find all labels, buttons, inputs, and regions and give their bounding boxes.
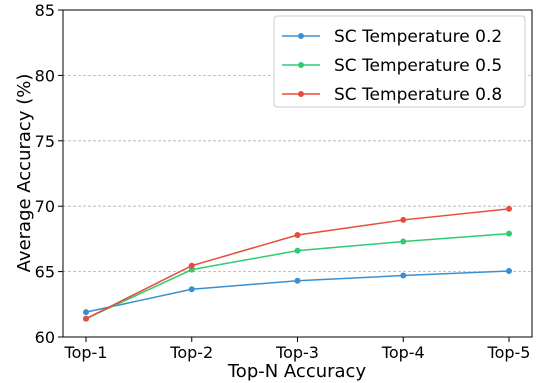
x-tick-label: Top-1 [64,343,108,362]
data-point [400,238,407,245]
legend-swatch-marker [298,33,304,39]
data-point [188,262,195,269]
y-axis-title: Average Accuracy (%) [14,74,35,273]
data-point [294,277,301,284]
x-tick-label: Top-5 [487,343,531,362]
x-tick-label: Top-2 [169,343,213,362]
series-line [85,232,510,320]
y-tick-label: 60 [35,328,55,347]
series-lines [83,205,512,322]
x-tick-label: Top-3 [275,343,319,362]
legend-label: SC Temperature 0.5 [334,56,502,76]
y-tick-label: 80 [35,66,55,85]
data-point [400,272,407,279]
data-point [506,205,512,212]
x-tick-label: Top-4 [381,343,425,362]
legend-label: SC Temperature 0.2 [334,27,502,47]
legend-label: SC Temperature 0.8 [334,85,502,105]
data-point [294,231,301,238]
data-point [506,267,512,274]
y-tick-label: 75 [35,132,55,151]
x-axis: Top-1 Top-2 Top-3 Top-4 Top-5 [64,337,531,362]
plot-frame [62,9,533,338]
series-line [85,270,510,313]
data-point [294,247,301,254]
y-tick-label: 70 [35,197,55,216]
legend: SC Temperature 0.2 SC Temperature 0.5 SC T… [273,15,526,108]
legend-box [273,15,526,108]
data-point [83,315,89,322]
legend-swatch-marker [298,62,304,68]
y-tick-label: 85 [35,1,55,20]
data-point [83,309,89,316]
y-axis: 60 65 70 75 80 85 [35,1,63,347]
data-point [506,230,512,237]
y-tick-label: 65 [35,263,55,282]
series-line [85,208,510,320]
legend-swatch-marker [298,91,304,97]
data-point [188,286,195,293]
x-axis-title: Top-N Accuracy [227,361,367,382]
data-point [400,216,407,223]
